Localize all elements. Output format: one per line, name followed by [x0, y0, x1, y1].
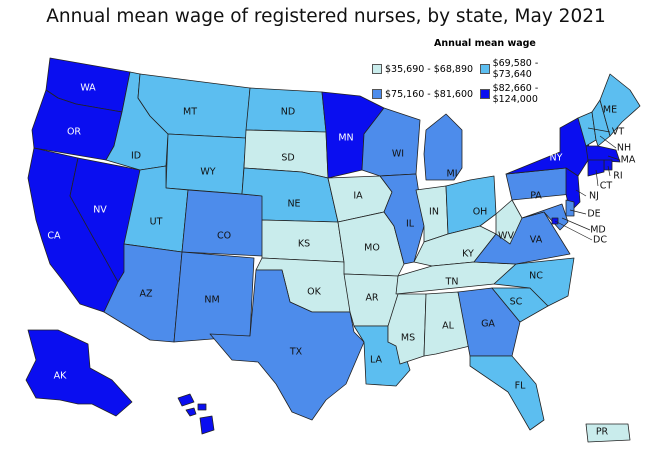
leader-line-de: [569, 209, 587, 215]
state-label-ma: MA: [621, 155, 636, 166]
state-oh: [445, 175, 497, 235]
state-label-ny: NY: [550, 153, 563, 164]
state-fl: [469, 355, 545, 431]
state-label-ne: NE: [287, 199, 300, 210]
state-label-ky: KY: [462, 249, 474, 260]
legend-label-bin-0: $35,690 - $68,890: [385, 63, 474, 75]
state-label-id: ID: [131, 151, 141, 162]
legend-label-bin-1: $69,580 - $73,640: [492, 58, 539, 80]
state-label-mo: MO: [364, 243, 380, 254]
leader-line-vt: [587, 127, 611, 133]
legend-swatch-bin-3: [479, 89, 490, 99]
state-label-oh: OH: [473, 207, 488, 218]
state-label-me: ME: [603, 105, 617, 116]
state-label-il: IL: [406, 219, 415, 230]
legend-item-bin-3: $82,660 - $124,000: [479, 83, 572, 105]
legend-item-bin-1: $69,580 - $73,640: [479, 58, 572, 80]
state-label-ks: KS: [298, 239, 310, 250]
state-label-pa: PA: [530, 191, 542, 202]
state-co: [181, 189, 267, 257]
legend-swatch-bin-1: [479, 64, 490, 74]
state-label-nh: NH: [617, 143, 631, 154]
state-label-nv: NV: [93, 205, 107, 216]
state-label-fl: FL: [515, 381, 526, 392]
state-label-wi: WI: [392, 149, 404, 160]
state-label-tn: TN: [445, 277, 459, 288]
state-label-ms: MS: [401, 333, 415, 344]
state-label-ok: OK: [307, 287, 321, 298]
state-label-sd: SD: [281, 153, 294, 164]
state-label-or: OR: [67, 127, 81, 138]
state-label-mn: MN: [338, 133, 353, 144]
state-ak: [25, 329, 133, 417]
legend: Annual mean wage $35,690 - $68,890 $69,5…: [372, 38, 572, 108]
state-label-hi: HI: [163, 407, 173, 418]
state-tx: [209, 269, 365, 421]
state-ri: [603, 159, 613, 171]
state-ma: [585, 145, 621, 163]
state-label-va: VA: [530, 235, 543, 246]
state-label-tx: TX: [289, 347, 303, 358]
state-label-la: LA: [370, 355, 383, 366]
legend-label-bin-2: $75,160 - $81,600: [385, 88, 474, 100]
state-label-md: MD: [590, 225, 606, 236]
legend-title: Annual mean wage: [434, 38, 536, 49]
state-label-nj: NJ: [589, 191, 599, 202]
state-label-mi: MI: [447, 169, 458, 180]
state-me: [599, 73, 641, 137]
state-label-co: CO: [217, 231, 231, 242]
state-label-ut: UT: [150, 217, 163, 228]
state-pr: [585, 423, 631, 443]
state-label-ga: GA: [481, 319, 495, 330]
state-label-nc: NC: [529, 271, 543, 282]
state-label-wa: WA: [80, 83, 96, 94]
leader-line-ma: [607, 155, 621, 161]
state-label-az: AZ: [139, 289, 152, 300]
state-al: [423, 291, 471, 357]
state-wy: [165, 133, 247, 195]
state-label-ct: CT: [600, 181, 613, 192]
state-label-sc: SC: [510, 297, 523, 308]
state-ct: [587, 159, 605, 177]
leader-line-nj: [575, 189, 587, 197]
state-label-wv: WV: [498, 231, 514, 242]
state-label-dc: DC: [593, 235, 607, 246]
map-title: Annual mean wage of registered nurses, b…: [46, 6, 606, 27]
leader-line-ct: [595, 169, 599, 187]
state-label-nd: ND: [281, 107, 295, 118]
state-label-ca: CA: [47, 231, 61, 242]
state-nh: [591, 99, 611, 147]
state-label-ri: RI: [613, 171, 622, 182]
state-mi: [423, 113, 463, 181]
state-label-in: IN: [429, 207, 439, 218]
legend-swatch-bin-0: [372, 64, 382, 74]
leader-line-ri: [607, 165, 611, 177]
state-label-vt: VT: [612, 127, 624, 138]
state-label-wy: WY: [200, 167, 215, 178]
state-label-ia: IA: [353, 191, 363, 202]
state-wv: [495, 199, 523, 245]
state-ny: [505, 117, 593, 177]
state-label-mt: MT: [183, 107, 197, 118]
legend-swatch-bin-2: [372, 89, 382, 99]
state-label-ak: AK: [54, 371, 67, 382]
state-hi: [177, 393, 215, 435]
state-ga: [457, 287, 521, 357]
leader-line-dc: [554, 220, 593, 241]
leader-line-nh: [599, 135, 617, 149]
leader-line-md: [561, 217, 591, 231]
state-label-de: DE: [587, 209, 600, 220]
legend-item-bin-2: $75,160 - $81,600: [372, 83, 480, 105]
state-de: [565, 199, 575, 217]
state-label-pr: PR: [596, 427, 609, 438]
legend-item-bin-0: $35,690 - $68,890: [372, 58, 480, 80]
state-label-al: AL: [442, 321, 454, 332]
legend-label-bin-3: $82,660 - $124,000: [492, 83, 539, 105]
state-label-ar: AR: [365, 293, 378, 304]
state-label-nm: NM: [204, 295, 219, 306]
